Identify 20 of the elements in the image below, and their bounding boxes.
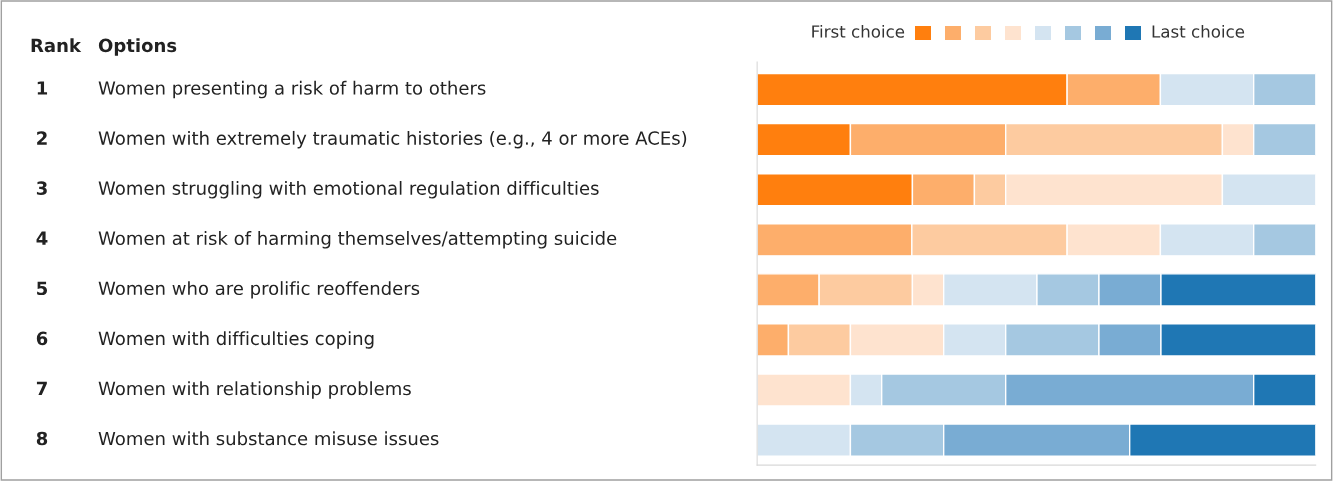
text: 7 <box>36 381 47 395</box>
y-tick-label: Women with substance misuse issues <box>98 431 439 446</box>
y-tick-label: Women with extremely traumatic histories (e.g., 4 or more ACEs) <box>98 130 687 149</box>
y-tick-label: Women at risk of harming themselves/attempting suicide <box>98 231 617 249</box>
y-tick-label: Women presenting a risk of harm to others <box>98 80 486 99</box>
y-tick-label: Women with difficulties coping <box>98 331 374 349</box>
y-tick-label: Women struggling with emotional regulation difficulties <box>98 180 599 199</box>
text: Options <box>98 38 177 56</box>
y-tick-label: Women with relationship problems <box>98 381 411 399</box>
text: 4 <box>36 231 48 245</box>
text: 3 <box>36 181 47 195</box>
text: 5 <box>37 281 48 296</box>
text: 2 <box>37 131 47 145</box>
text: 6 <box>36 331 48 346</box>
text: 8 <box>36 431 48 446</box>
y-tick-label: Women who are prolific reoffenders <box>98 281 420 299</box>
text: Rank <box>31 38 82 53</box>
text: 1 <box>37 81 48 95</box>
legend-label: Last choice <box>1152 24 1245 38</box>
text: First choice <box>812 24 905 38</box>
